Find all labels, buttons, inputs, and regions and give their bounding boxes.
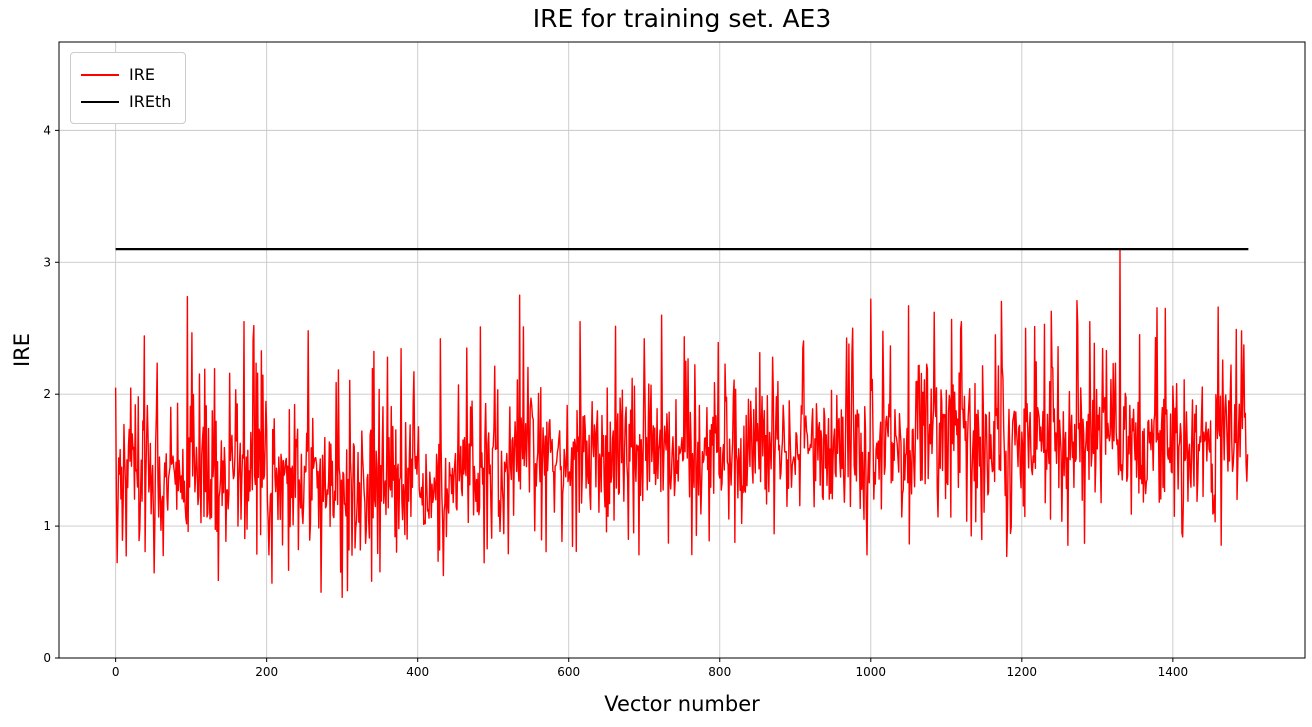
y-axis-label: IRE <box>10 332 34 368</box>
legend: IRE IREth <box>70 52 187 124</box>
legend-line-sample-ire <box>81 73 119 76</box>
x-tick-label: 1200 <box>1007 665 1038 679</box>
y-tick-label: 1 <box>43 519 51 533</box>
legend-label-ireth: IREth <box>129 92 172 111</box>
y-tick-label: 0 <box>43 651 51 665</box>
x-tick-label: 0 <box>112 665 120 679</box>
x-tick-label: 200 <box>255 665 278 679</box>
legend-item-ireth: IREth <box>81 88 171 115</box>
y-tick-label: 2 <box>43 387 51 401</box>
x-tick-label: 1000 <box>856 665 887 679</box>
y-tick-label: 4 <box>43 123 51 137</box>
chart-title: IRE for training set. AE3 <box>532 4 832 33</box>
x-tick-label: 1400 <box>1158 665 1189 679</box>
ire-line <box>114 248 1249 599</box>
y-tick-label: 3 <box>43 255 51 269</box>
x-tick-label: 600 <box>557 665 580 679</box>
axes-border <box>58 41 1306 659</box>
x-tick-label: 800 <box>708 665 731 679</box>
x-tick-label: 400 <box>406 665 429 679</box>
legend-item-ire: IRE <box>81 61 171 88</box>
x-axis-label: Vector number <box>604 692 760 716</box>
legend-line-sample-ireth <box>81 100 119 103</box>
legend-label-ire: IRE <box>129 65 155 84</box>
